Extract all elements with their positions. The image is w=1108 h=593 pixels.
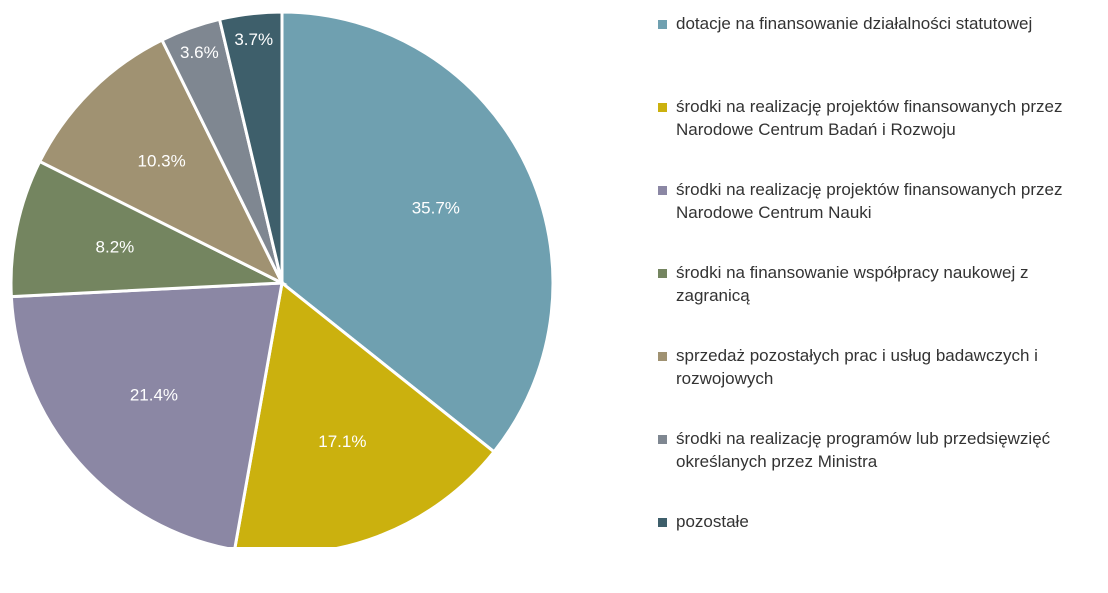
legend-item: środki na realizację projektów finansowa… bbox=[658, 95, 1103, 178]
value-label: 17.1% bbox=[318, 432, 366, 451]
value-label: 8.2% bbox=[96, 237, 135, 256]
legend-label: środki na realizację projektów finansowa… bbox=[676, 97, 1063, 139]
legend-item: pozostałe bbox=[658, 510, 1103, 593]
pie-slice bbox=[9, 159, 288, 299]
legend-swatch bbox=[658, 269, 667, 278]
pie-slice bbox=[280, 10, 555, 454]
legend-item: sprzedaż pozostałych prac i usług badawc… bbox=[658, 344, 1103, 427]
value-label: 35.7% bbox=[412, 198, 460, 217]
legend-label: pozostałe bbox=[676, 512, 749, 531]
legend-swatch bbox=[658, 20, 667, 29]
legend-swatch bbox=[658, 518, 667, 527]
legend-label: środki na realizację programów lub przed… bbox=[676, 429, 1051, 471]
legend-item: środki na realizację programów lub przed… bbox=[658, 427, 1103, 510]
page: {"chart_data": {"type": "pie", "categori… bbox=[9, 10, 1063, 547]
legend-label: dotacje na finansowanie działalności sta… bbox=[676, 14, 1033, 33]
value-label: 3.6% bbox=[180, 43, 219, 62]
pie-slice bbox=[37, 38, 286, 287]
legend-swatch bbox=[658, 103, 667, 112]
value-label: 21.4% bbox=[130, 385, 178, 404]
value-label: 10.3% bbox=[138, 151, 186, 170]
legend-label: sprzedaż pozostałych prac i usług badawc… bbox=[676, 346, 1038, 388]
legend-item: środki na finansowanie współpracy naukow… bbox=[658, 261, 1103, 344]
pie-slice bbox=[217, 10, 284, 284]
legend-swatch bbox=[658, 435, 667, 444]
legend-item: dotacje na finansowanie działalności sta… bbox=[658, 12, 1103, 95]
chart: 35.7% 17.1% 21.4% 8.2% 10.3% 3.6% 3.7% bbox=[9, 10, 555, 547]
pie-slice bbox=[233, 280, 497, 547]
legend-item: środki na realizację projektów finansowa… bbox=[658, 178, 1103, 261]
legend-label: środki na finansowanie współpracy naukow… bbox=[676, 263, 1029, 305]
pie-slice bbox=[9, 281, 284, 547]
legend-swatch bbox=[658, 186, 667, 195]
legend-swatch bbox=[658, 352, 667, 361]
legend: dotacje na finansowanie działalności sta… bbox=[658, 12, 1103, 593]
legend-label: środki na realizację projektów finansowa… bbox=[676, 180, 1063, 222]
value-label: 3.7% bbox=[234, 30, 273, 49]
